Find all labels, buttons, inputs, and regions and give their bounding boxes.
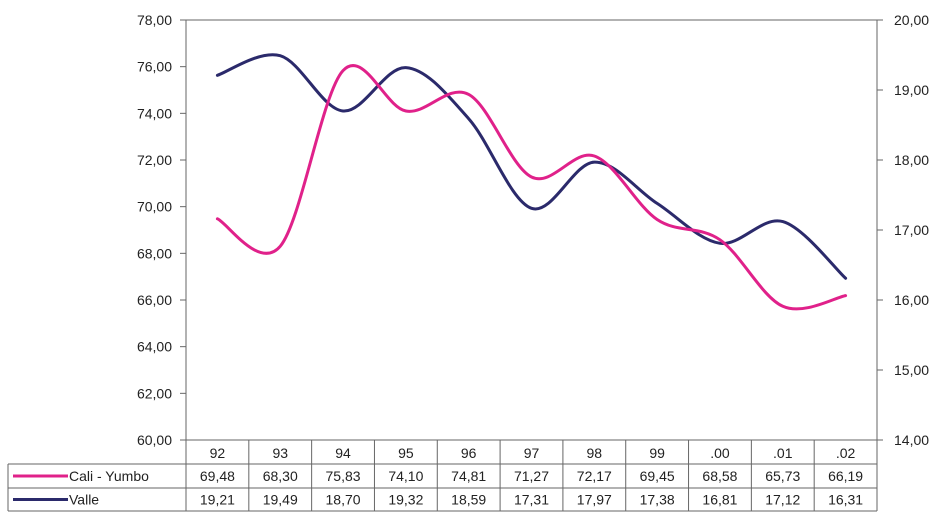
- left-axis-tick-label: 66,00: [137, 292, 172, 308]
- data-label: 18,59: [451, 492, 486, 508]
- category-label: 98: [587, 445, 603, 461]
- left-axis-tick-label: 78,00: [137, 12, 172, 28]
- data-label: 66,19: [828, 468, 863, 484]
- category-label: 93: [272, 445, 288, 461]
- right-axis-tick-label: 14,00: [894, 432, 929, 448]
- left-axis-tick-label: 70,00: [137, 199, 172, 215]
- data-label: 18,70: [326, 492, 361, 508]
- right-y-axis: 20,00 19,00 18,00 17,00 16,00 15,00 14,00: [877, 12, 929, 448]
- data-label: 17,97: [577, 492, 612, 508]
- category-label: 99: [649, 445, 665, 461]
- data-label: 69,45: [640, 468, 675, 484]
- right-axis-tick-label: 15,00: [894, 362, 929, 378]
- category-label: .01: [773, 445, 793, 461]
- data-label: 19,32: [388, 492, 423, 508]
- data-label: 75,83: [326, 468, 361, 484]
- right-axis-tick-label: 16,00: [894, 292, 929, 308]
- data-label: 74,81: [451, 468, 486, 484]
- category-label: 94: [335, 445, 351, 461]
- data-label: 69,48: [200, 468, 235, 484]
- right-axis-tick-label: 18,00: [894, 152, 929, 168]
- series-line-cali-yumbo: [215, 64, 848, 311]
- category-label: 92: [210, 445, 226, 461]
- category-label: 95: [398, 445, 414, 461]
- data-label: 72,17: [577, 468, 612, 484]
- category-label: .02: [836, 445, 856, 461]
- data-label: 16,81: [702, 492, 737, 508]
- left-axis-tick-label: 76,00: [137, 59, 172, 75]
- data-label: 17,38: [640, 492, 675, 508]
- data-label: 17,12: [765, 492, 800, 508]
- data-label: 16,31: [828, 492, 863, 508]
- left-axis-tick-label: 68,00: [137, 245, 172, 261]
- data-label: 19,21: [200, 492, 235, 508]
- data-label: 71,27: [514, 468, 549, 484]
- series-lines: [215, 53, 848, 311]
- category-label: .00: [710, 445, 730, 461]
- legend-label: Valle: [69, 492, 99, 508]
- legend-label: Cali - Yumbo: [69, 468, 149, 484]
- left-axis-tick-label: 60,00: [137, 432, 172, 448]
- category-label: 96: [461, 445, 477, 461]
- data-label: 65,73: [765, 468, 800, 484]
- category-label: 97: [524, 445, 540, 461]
- data-label: 19,49: [263, 492, 298, 508]
- left-axis-tick-label: 62,00: [137, 385, 172, 401]
- right-axis-tick-label: 20,00: [894, 12, 929, 28]
- left-axis-tick-label: 74,00: [137, 105, 172, 121]
- right-axis-tick-label: 19,00: [894, 82, 929, 98]
- left-axis-tick-label: 64,00: [137, 339, 172, 355]
- data-label: 17,31: [514, 492, 549, 508]
- right-axis-tick-label: 17,00: [894, 222, 929, 238]
- data-label: 68,30: [263, 468, 298, 484]
- left-y-axis: 78,00 76,00 74,00 72,00 70,00 68,00 66,00 64,00…: [137, 12, 186, 448]
- series-line-valle: [215, 53, 848, 280]
- data-label: 74,10: [388, 468, 423, 484]
- data-label: 68,58: [702, 468, 737, 484]
- data-table: 92 93 94 95 96 97 98 99 .00 .01 .02 Cali - Yumbo 69,…: [7, 440, 878, 512]
- left-axis-tick-label: 72,00: [137, 152, 172, 168]
